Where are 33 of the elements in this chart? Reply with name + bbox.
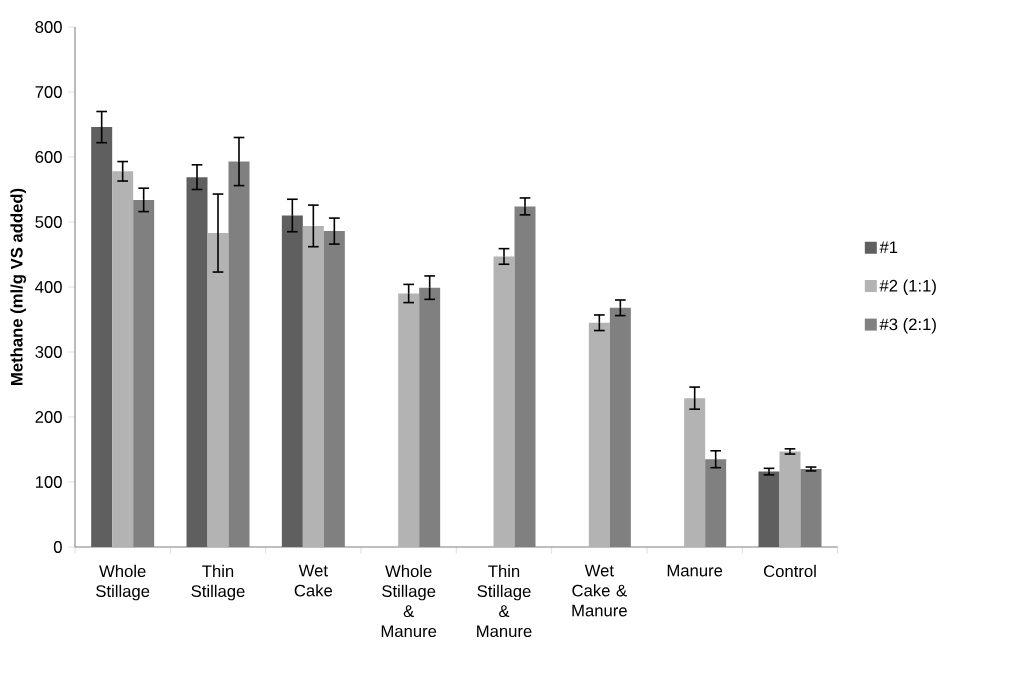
bar [91,127,113,547]
legend-label: #1 [879,241,898,253]
bar [281,215,303,547]
y-tick-label: 700 [35,86,62,98]
x-tick-label: Manure [667,564,723,577]
bar [493,256,515,547]
legend-label: #3 (2:1) [879,317,936,334]
bar [779,451,801,547]
bar [302,225,324,547]
x-tick-label: Thin Stillage & Manure [477,564,532,638]
y-tick-label: 100 [35,476,62,488]
bar [398,293,420,547]
x-tick-label: Control [763,564,816,578]
y-tick-label: 300 [35,346,62,358]
bar [186,177,208,547]
x-tick-label: Whole Stillage & Manure [381,564,437,638]
bar [112,171,134,547]
y-tick-label: 800 [35,21,62,33]
legend-label: #2 (1:1) [879,279,936,295]
y-axis-title: Methane (ml/g VS added) [10,188,26,385]
bar [758,471,780,547]
bar [684,398,706,547]
y-tick-label: 400 [35,281,62,293]
y-tick-label: 0 [53,541,62,553]
x-tick-label: Wet Cake [294,564,333,597]
bar [588,322,610,547]
x-tick-label: Thin Stillage [191,564,245,601]
x-tick-label: Wet Cake & Manure [572,564,627,617]
y-tick-label: 500 [35,216,62,228]
x-tick-label: Whole Stillage [96,564,150,601]
y-tick-label: 600 [35,151,62,163]
bar [207,233,229,547]
y-tick-label: 200 [35,411,62,423]
